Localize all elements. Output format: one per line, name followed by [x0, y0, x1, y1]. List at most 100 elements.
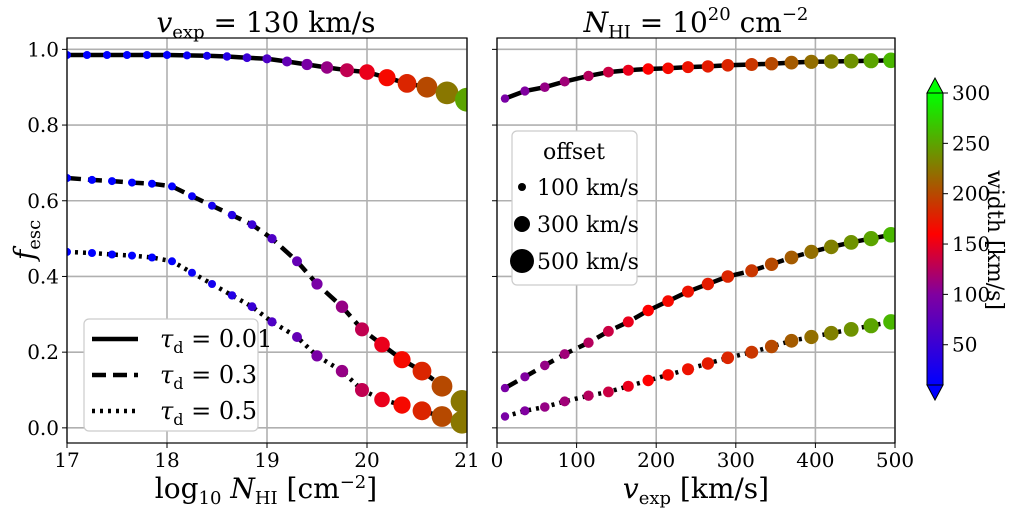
data-point — [412, 361, 432, 381]
y-axis-label: fesc — [8, 220, 45, 262]
data-point — [374, 391, 390, 408]
data-point — [642, 304, 654, 317]
data-point — [222, 52, 232, 61]
y-tick-label: 0.2 — [27, 340, 59, 364]
data-point — [642, 63, 654, 75]
data-point — [103, 51, 111, 59]
data-point — [355, 322, 369, 337]
data-point — [843, 322, 859, 337]
data-point — [431, 406, 453, 427]
right-x-axis-label: vexp [km/s] — [623, 472, 769, 509]
data-point — [393, 396, 411, 414]
y-tick-label: 1.0 — [27, 37, 59, 61]
colorbar-tick-label: 150 — [952, 232, 990, 256]
series — [67, 247, 467, 434]
data-point — [301, 58, 313, 71]
data-point — [662, 62, 674, 75]
data-point — [378, 69, 396, 87]
marker-legend-title: offset — [543, 140, 605, 165]
data-point — [435, 81, 459, 105]
data-point — [67, 174, 71, 182]
x-tick-label: 100 — [558, 448, 596, 472]
data-point — [804, 329, 819, 345]
colorbar-tick-label: 250 — [952, 131, 990, 155]
data-point — [583, 337, 594, 348]
data-point — [208, 201, 216, 210]
legend-subscript: d — [173, 374, 183, 393]
colorbar-tick-label: 100 — [952, 282, 990, 306]
data-point — [682, 363, 694, 376]
legend-symbol: τ — [160, 325, 174, 353]
marker-legend-box — [511, 130, 638, 286]
data-point — [721, 59, 735, 72]
data-point — [745, 345, 759, 359]
colorbar-tick-label: 300 — [952, 81, 990, 105]
data-point — [662, 369, 674, 381]
data-point — [83, 51, 91, 59]
x-tick-label: 19 — [254, 448, 279, 472]
left-panel: vexp = 130 km/s log10 NHI [cm−2] fesc 17… — [8, 6, 480, 509]
data-point — [721, 270, 735, 283]
data-point — [188, 192, 196, 201]
data-point — [520, 372, 530, 382]
data-point — [335, 364, 349, 378]
data-point — [227, 291, 237, 300]
data-point — [843, 235, 859, 250]
data-point — [764, 339, 779, 354]
data-point — [883, 227, 895, 243]
data-point — [603, 325, 614, 337]
legend-entry: τd = 0.01 — [160, 325, 272, 357]
legend-subscript: d — [173, 410, 183, 429]
data-point — [863, 318, 879, 334]
data-point — [804, 244, 819, 259]
x-tick-label: 18 — [154, 448, 179, 472]
x-tick-label: 0 — [491, 448, 504, 472]
data-point — [784, 333, 799, 348]
legend-value: = 0.01 — [184, 325, 273, 353]
legend-value: = 0.5 — [184, 397, 258, 425]
data-point — [682, 285, 694, 298]
data-point — [843, 53, 859, 69]
plot-area — [500, 52, 895, 421]
series-line — [67, 249, 463, 425]
data-point — [282, 56, 292, 67]
data-point — [292, 256, 302, 267]
series — [500, 314, 895, 421]
marker-legend-sample — [510, 249, 534, 273]
data-point — [559, 396, 570, 407]
data-point — [450, 390, 467, 413]
data-point — [123, 51, 131, 59]
legend-symbol: τ — [160, 397, 174, 425]
data-point — [143, 51, 151, 59]
data-point — [784, 250, 799, 265]
data-point — [247, 220, 257, 230]
data-point — [559, 349, 570, 360]
data-point — [393, 351, 411, 369]
colorbar-gradient — [926, 92, 944, 386]
data-point — [88, 175, 96, 184]
data-point — [662, 295, 674, 307]
data-point — [520, 86, 530, 96]
data-point — [583, 390, 594, 401]
data-point — [500, 94, 510, 103]
data-point — [148, 179, 156, 188]
data-point — [247, 302, 257, 312]
data-point — [500, 412, 510, 421]
marker-legend-entry: 300 km/s — [537, 213, 639, 238]
axes-frame — [496, 37, 896, 444]
x-tick-label: 21 — [454, 448, 479, 472]
legend-subscript: d — [173, 338, 183, 357]
data-point — [311, 278, 323, 290]
data-point — [203, 51, 211, 60]
data-point — [267, 317, 277, 327]
colorbar-label: width [km/s] — [982, 170, 1007, 310]
right-panel: NHI = 1020 cm−2 vexp [km/s] 0 100 200 300 40… — [491, 4, 914, 509]
data-point — [168, 182, 176, 191]
data-point — [622, 380, 634, 392]
data-point — [262, 54, 272, 64]
data-point — [267, 234, 277, 244]
legend-entry: τd = 0.5 — [160, 397, 257, 429]
data-point — [622, 316, 634, 328]
